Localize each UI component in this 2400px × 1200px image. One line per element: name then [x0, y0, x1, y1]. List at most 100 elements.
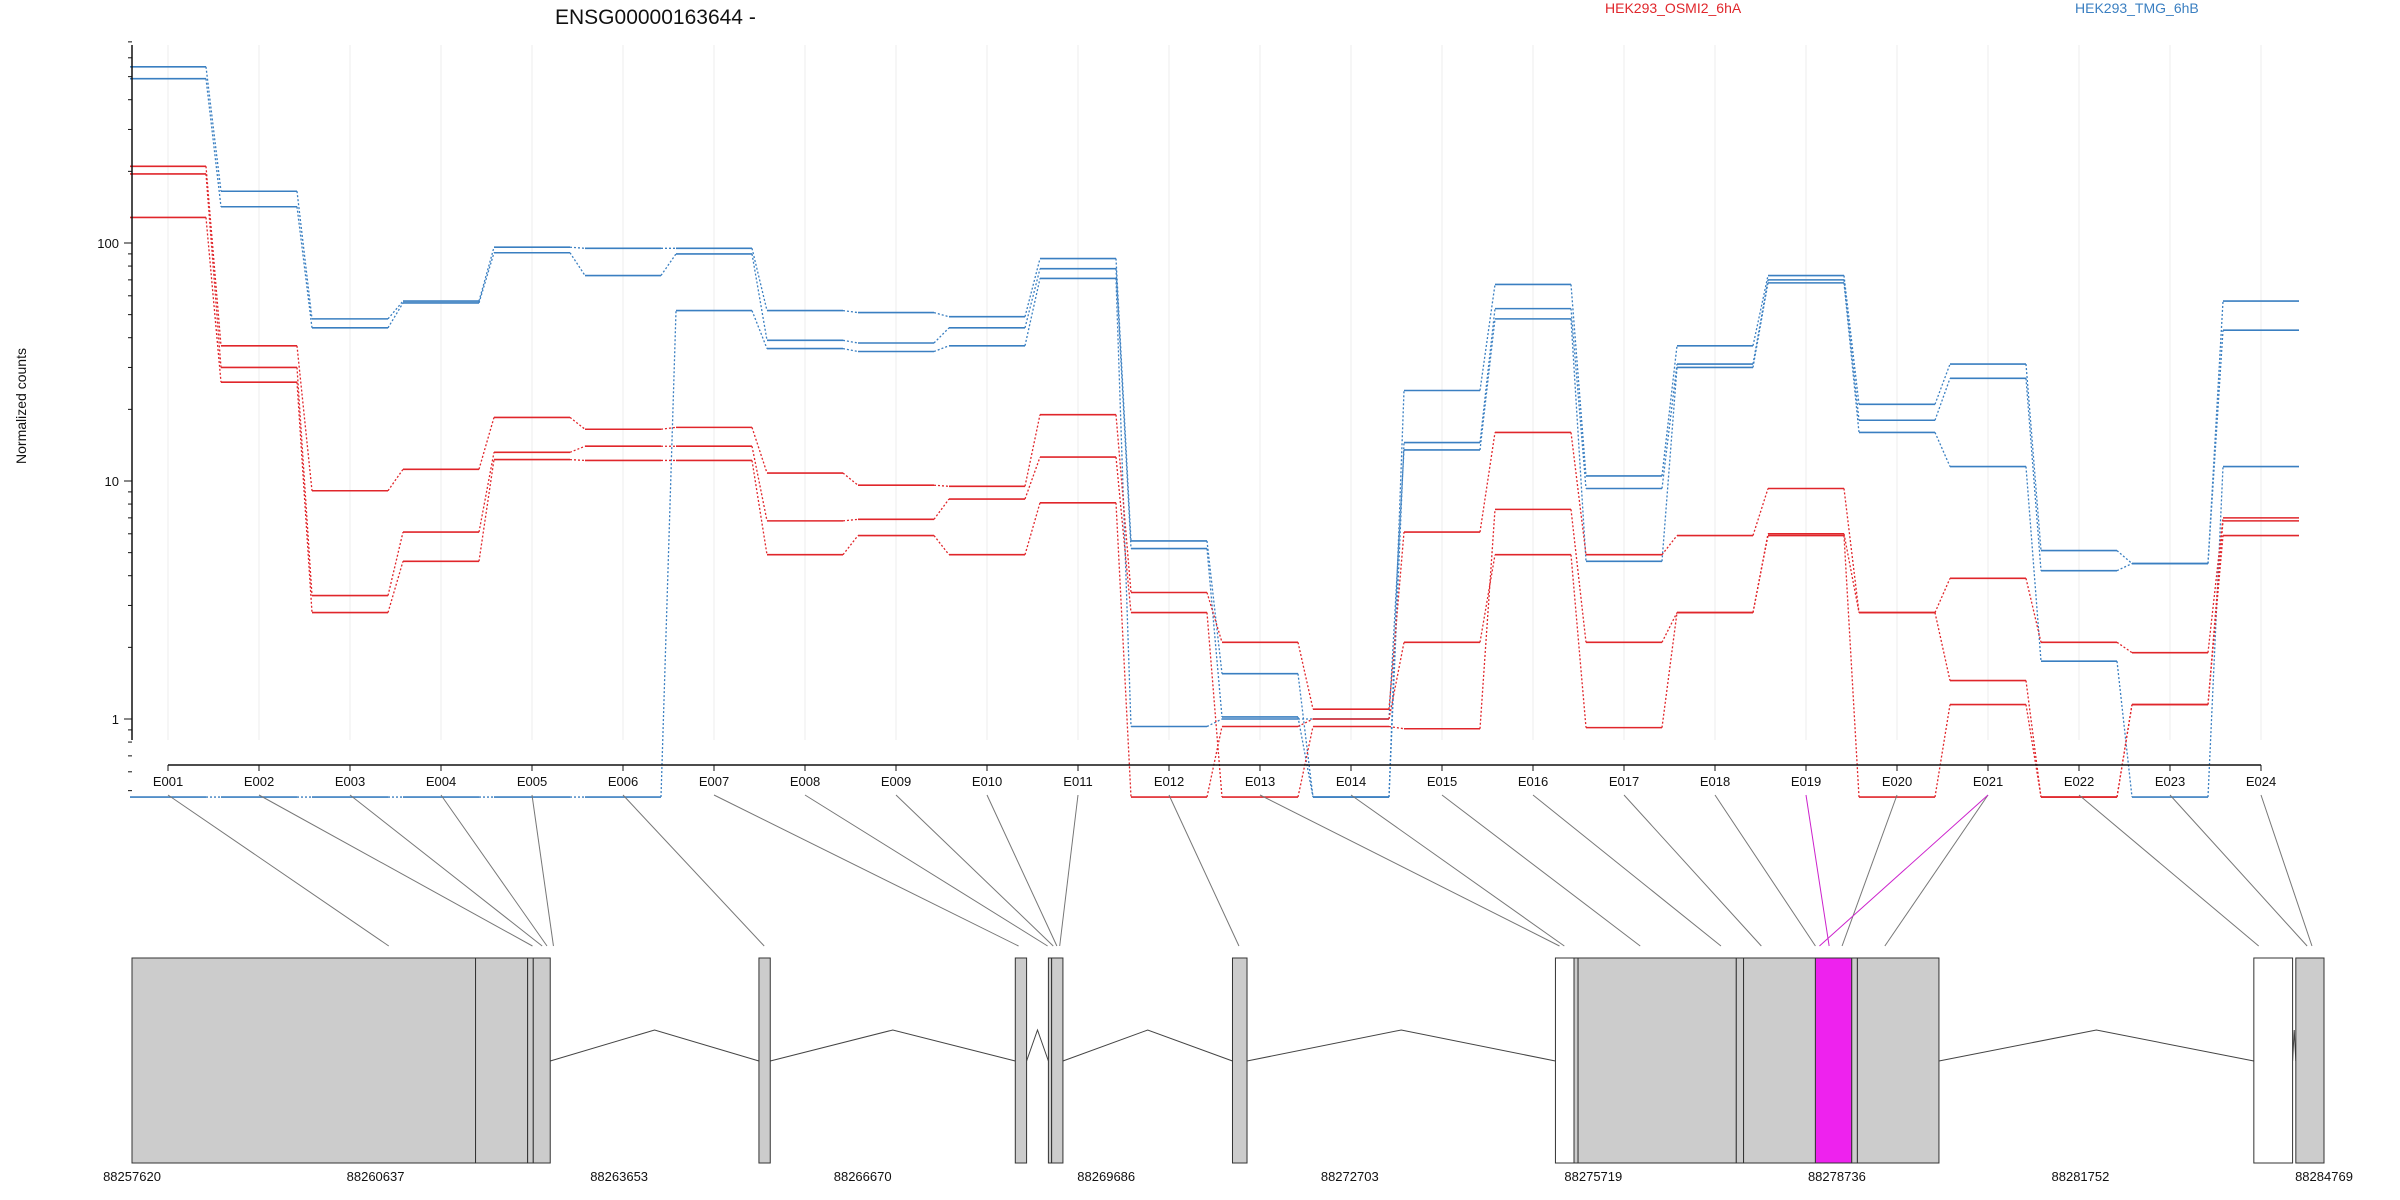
series-connector	[1752, 275, 1769, 346]
series-connector	[296, 206, 313, 328]
series-lines	[130, 65, 2299, 798]
connector-e010	[986, 794, 1058, 947]
series-connector	[2116, 661, 2133, 798]
series-red-3	[130, 165, 2299, 710]
series-connector	[2025, 680, 2042, 798]
x-tick-label-e008: E008	[790, 774, 820, 789]
exon-block	[131, 957, 477, 1164]
series-connector	[660, 253, 677, 276]
connector-e001	[167, 794, 390, 947]
series-connector	[1388, 449, 1405, 720]
exon-block	[758, 957, 771, 1164]
genome-axis-labels: 88257620 88260637 88263653 88266670 88269686…	[103, 1169, 2353, 1184]
series-connector	[1843, 275, 1860, 405]
series-connector	[1934, 704, 1951, 798]
x-tick-label-e014: E014	[1336, 774, 1366, 789]
connector-e004	[440, 794, 548, 947]
exon-block	[1743, 957, 1816, 1164]
connector-highlight-extra	[1819, 794, 1989, 947]
connector-e017	[1623, 794, 1762, 947]
series-connector	[1934, 612, 1951, 681]
exon-block	[1735, 957, 1745, 1164]
series-connector	[2025, 704, 2042, 798]
series-connector	[2116, 704, 2133, 798]
series-connector	[1479, 284, 1496, 391]
series-connector	[660, 426, 677, 430]
series-connector	[1206, 540, 1223, 674]
series-connector	[2207, 466, 2224, 798]
series-connector	[1570, 308, 1587, 489]
series-connector	[478, 452, 495, 533]
connector-e021	[1884, 794, 1989, 947]
x-axis-exon-ticks: E001 E002 E003 E004 E005 E006 E007 E008 E009 E010…	[153, 765, 2276, 789]
series-connector	[1388, 642, 1405, 720]
x-tick-label-e019: E019	[1791, 774, 1821, 789]
series-connector	[1388, 725, 1405, 730]
connector-e012	[1168, 794, 1240, 947]
series-connector	[842, 518, 859, 522]
series-connector	[1479, 554, 1496, 643]
genome-coord-label: 88272703	[1321, 1169, 1379, 1184]
connector-e020	[1841, 794, 1898, 947]
genome-coord-label: 88281752	[2052, 1169, 2110, 1184]
series-connector	[751, 460, 768, 555]
genome-coord-label: 88263653	[590, 1169, 648, 1184]
genome-coord-label: 88266670	[834, 1169, 892, 1184]
intron-line	[1062, 1029, 1233, 1062]
series-connector	[1297, 716, 1314, 798]
connector-e008	[804, 794, 1048, 947]
x-tick-label-e003: E003	[335, 774, 365, 789]
series-connector	[1297, 718, 1314, 728]
intron-line	[1026, 1028, 1049, 1062]
series-connector	[296, 367, 313, 596]
series-connector	[1024, 502, 1041, 555]
series-connector	[569, 458, 586, 462]
x-tick-label-e015: E015	[1427, 774, 1457, 789]
intron-line	[1938, 1029, 2254, 1062]
series-connector	[1115, 502, 1132, 798]
series-connector	[205, 66, 222, 192]
series-connector	[933, 311, 950, 318]
y-axis-ticks: 1 10 100	[97, 41, 132, 792]
x-tick-label-e022: E022	[2064, 774, 2094, 789]
series-connector	[1661, 367, 1678, 562]
x-tick-label-e020: E020	[1882, 774, 1912, 789]
exon-block	[2295, 957, 2325, 1164]
series-blue-2	[130, 277, 2299, 798]
series-connector	[1843, 533, 1860, 613]
legend-item-osmi2: HEK293_OSMI2_6hA	[1605, 0, 1742, 16]
series-connector	[1115, 414, 1132, 593]
series-connector	[1570, 284, 1587, 477]
x-tick-label-e005: E005	[517, 774, 547, 789]
exon-block	[1577, 957, 1737, 1164]
series-connector	[2116, 704, 2133, 798]
y-tick-label: 1	[112, 712, 119, 727]
exon-block	[2253, 957, 2294, 1164]
series-connector	[478, 247, 495, 302]
series-connector	[478, 417, 495, 470]
series-connector	[1843, 488, 1860, 613]
series-connector	[1115, 258, 1132, 541]
series-connector	[387, 302, 404, 329]
series-connector	[842, 535, 859, 556]
series-connector	[1479, 432, 1496, 533]
connector-e014	[1350, 794, 1565, 947]
series-connector	[1479, 318, 1496, 451]
x-tick-label-e016: E016	[1518, 774, 1548, 789]
gene-model	[131, 957, 2325, 1164]
connector-e003	[349, 794, 543, 947]
genome-coord-label: 88284769	[2295, 1169, 2353, 1184]
series-connector	[1752, 488, 1769, 536]
series-connector	[296, 382, 313, 613]
axes	[131, 45, 2261, 766]
series-connector	[1934, 363, 1951, 405]
exon-block	[1856, 957, 1940, 1164]
series-connector	[1752, 535, 1769, 613]
series-connector	[569, 416, 586, 430]
series-connector	[660, 310, 677, 798]
chart-title: ENSG00000163644 -	[555, 6, 756, 29]
series-blue-1	[130, 77, 2299, 798]
connector-e019	[1805, 794, 1830, 947]
exon-block	[1014, 957, 1028, 1164]
